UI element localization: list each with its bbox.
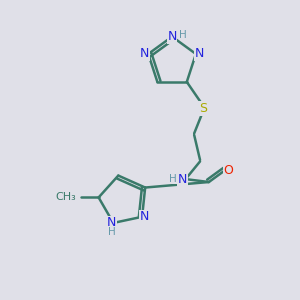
Text: N: N: [140, 210, 149, 223]
Text: H: H: [179, 30, 187, 40]
Text: S: S: [199, 102, 207, 115]
Text: N: N: [107, 216, 116, 230]
Text: N: N: [178, 172, 187, 186]
Text: N: N: [195, 47, 204, 60]
Text: H: H: [169, 174, 177, 184]
Text: O: O: [224, 164, 233, 177]
Text: H: H: [108, 227, 116, 237]
Text: N: N: [140, 47, 149, 60]
Text: CH₃: CH₃: [56, 192, 76, 203]
Text: N: N: [167, 30, 177, 43]
